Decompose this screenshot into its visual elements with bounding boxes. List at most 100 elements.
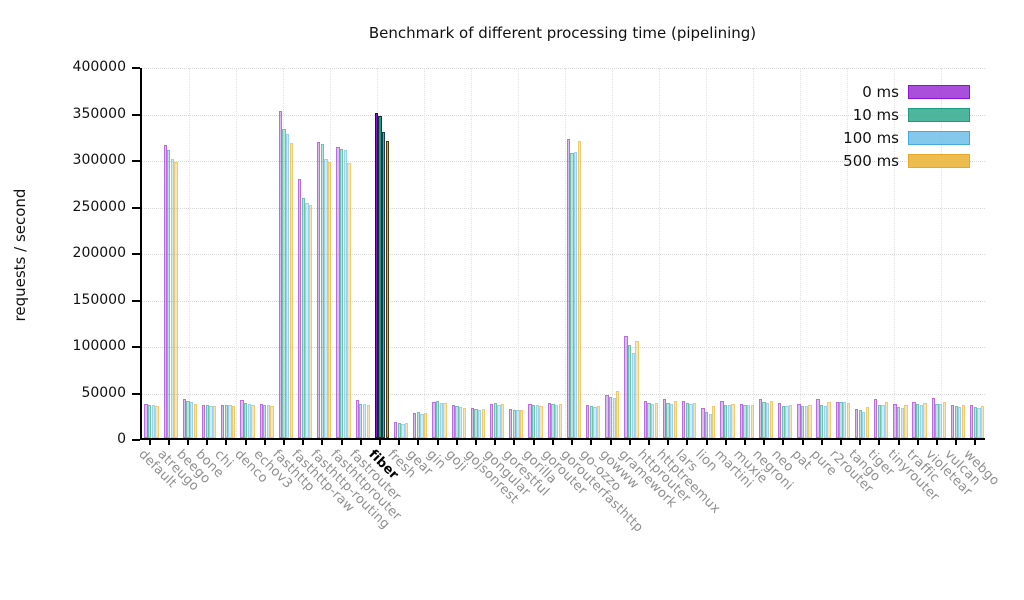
bar	[474, 408, 478, 438]
bar	[673, 401, 678, 438]
bar	[385, 141, 389, 438]
bar	[608, 397, 613, 438]
x-tick	[455, 440, 458, 445]
x-tick	[763, 440, 766, 445]
bar	[478, 409, 482, 438]
bar	[551, 404, 555, 438]
bar	[823, 405, 828, 438]
y-tick-label: 100000	[72, 338, 126, 354]
x-tick	[551, 440, 554, 445]
bar	[577, 141, 582, 438]
bar	[682, 400, 686, 438]
y-tick	[132, 253, 140, 255]
bar	[382, 132, 386, 438]
bar	[404, 422, 409, 438]
legend-swatch	[908, 107, 970, 122]
bar	[596, 405, 601, 438]
legend-swatch	[908, 130, 970, 145]
x-tick	[244, 440, 247, 445]
plot-area	[140, 68, 985, 440]
y-tick-label: 50000	[81, 384, 126, 401]
bar	[270, 405, 274, 438]
y-tick	[132, 299, 140, 302]
x-tick	[475, 440, 478, 445]
bar	[635, 341, 639, 438]
bar	[650, 403, 655, 438]
bar	[970, 404, 974, 438]
bar	[205, 405, 209, 438]
bar	[174, 161, 178, 438]
x-gridline	[236, 68, 237, 438]
y-tick-label: 400000	[72, 59, 126, 75]
bar	[712, 406, 716, 438]
bar	[692, 402, 697, 438]
x-tick	[955, 440, 958, 445]
bar	[451, 405, 455, 438]
x-tick	[974, 440, 977, 445]
legend: 0 ms 10 ms 100 ms 500 ms	[843, 80, 970, 172]
bar	[701, 408, 705, 438]
x-tick	[359, 440, 362, 445]
x-gridline	[894, 68, 895, 438]
bar	[704, 412, 709, 438]
x-gridline	[283, 68, 284, 438]
bar	[305, 202, 309, 438]
bar	[432, 401, 436, 438]
bar	[670, 403, 674, 438]
bar	[708, 413, 712, 438]
y-gridline	[142, 347, 985, 348]
x-tick	[916, 440, 919, 445]
bar	[769, 400, 774, 438]
x-tick	[782, 440, 785, 445]
bar	[343, 149, 347, 438]
bar	[500, 403, 505, 438]
bar	[912, 401, 916, 438]
y-tick-label: 0	[117, 431, 126, 447]
bar	[416, 411, 421, 438]
x-tick	[321, 440, 324, 445]
bar	[935, 403, 939, 438]
bar	[155, 405, 159, 438]
legend-label: 500 ms	[843, 151, 899, 170]
x-tick	[532, 440, 535, 445]
bar	[977, 407, 981, 438]
bar	[266, 405, 271, 438]
y-gridline	[142, 300, 985, 302]
bar	[931, 398, 935, 438]
bar	[278, 110, 283, 438]
bar	[374, 113, 379, 438]
x-tick	[148, 440, 151, 445]
bar	[654, 402, 658, 438]
bar	[286, 133, 290, 438]
x-tick	[379, 440, 382, 445]
legend-row: 500 ms	[843, 149, 970, 172]
bar	[151, 405, 155, 438]
legend-row: 0 ms	[843, 80, 970, 103]
bar	[727, 405, 732, 438]
bar	[666, 403, 670, 438]
bar	[766, 402, 770, 438]
bar	[167, 149, 171, 438]
bar	[612, 398, 616, 438]
x-tick	[935, 440, 938, 445]
bar	[685, 403, 689, 438]
legend-label: 0 ms	[862, 82, 899, 101]
bar	[190, 402, 194, 438]
y-tick	[132, 392, 140, 395]
y-gridline	[142, 68, 985, 69]
x-tick	[878, 440, 881, 445]
bar	[808, 405, 812, 438]
bar	[436, 400, 440, 438]
bar	[800, 405, 805, 438]
y-tick-label: 150000	[72, 291, 126, 308]
x-tick	[398, 440, 401, 445]
bar	[762, 402, 766, 438]
bar	[336, 146, 340, 438]
bar	[497, 404, 501, 438]
bar	[397, 423, 401, 438]
bar	[785, 406, 789, 438]
bar	[916, 404, 920, 438]
bar	[232, 406, 236, 438]
bar	[443, 403, 447, 438]
